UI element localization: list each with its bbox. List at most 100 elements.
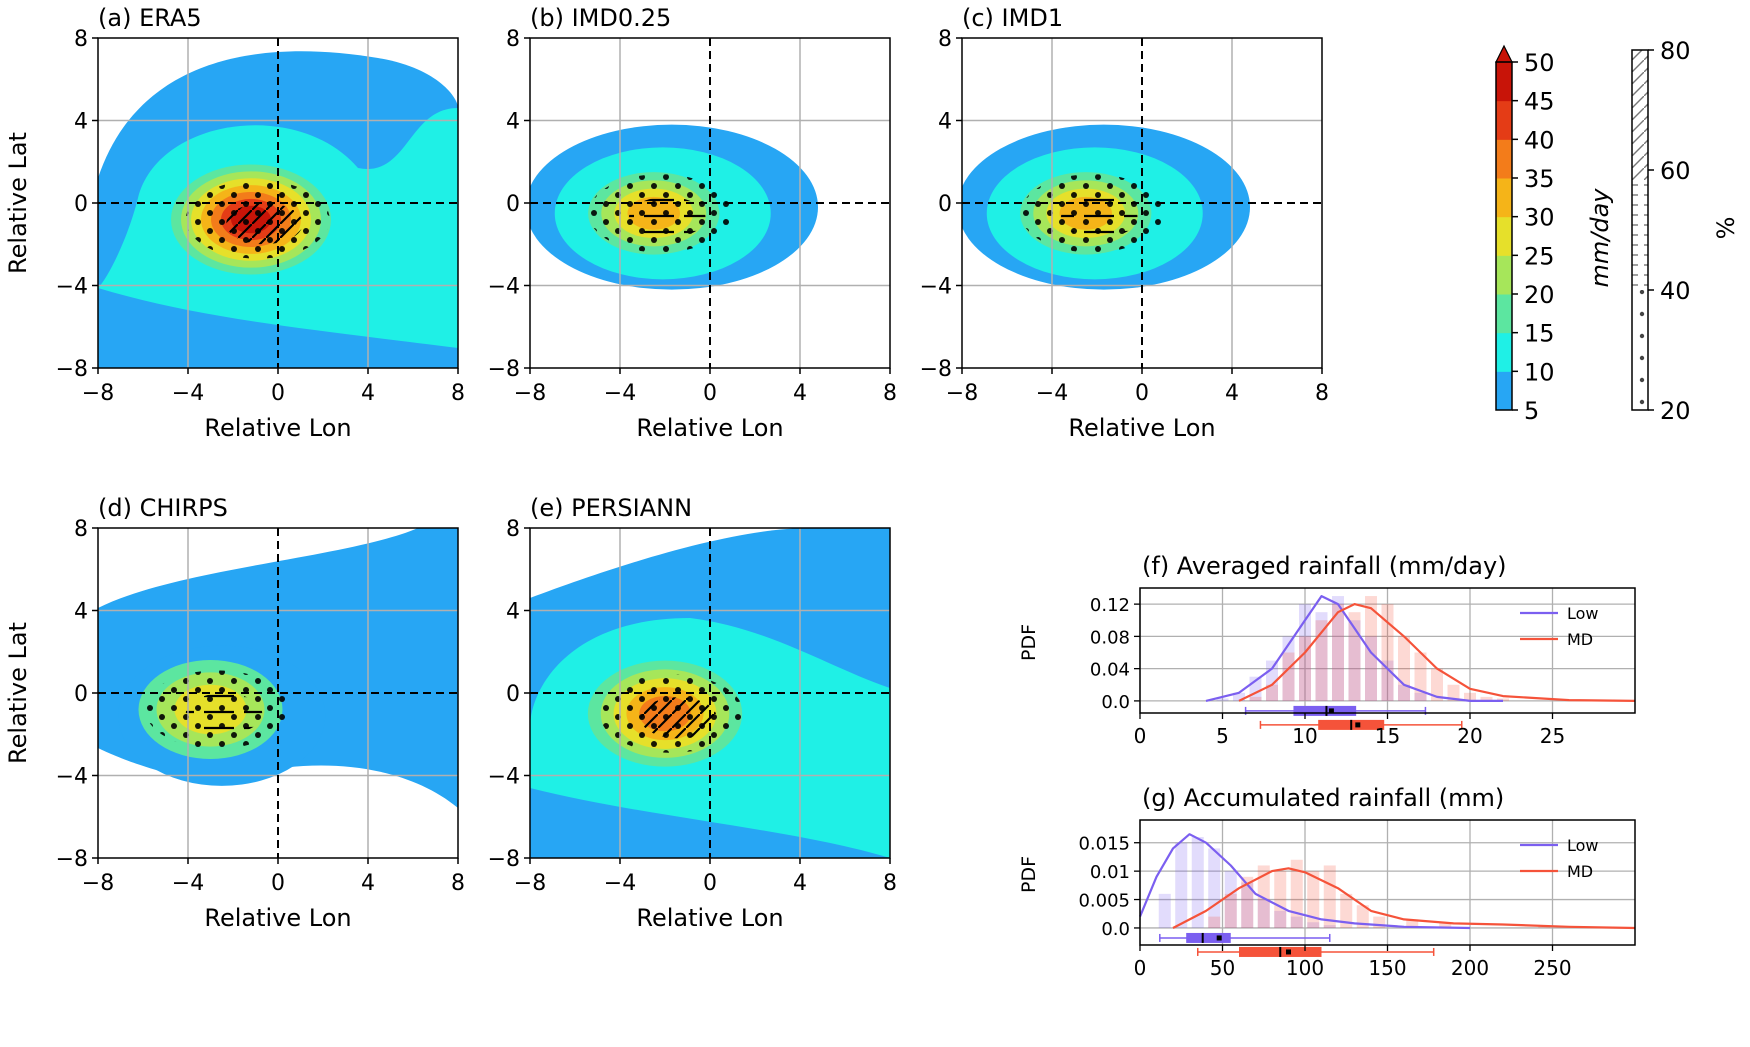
histogram-bar xyxy=(1208,848,1221,928)
histogram-bar xyxy=(1233,692,1245,701)
x-tick-label: 0 xyxy=(703,871,717,896)
histogram-bar xyxy=(1398,636,1410,701)
y-tick-label: 4 xyxy=(506,110,520,135)
pdf-panel-g: 0 50 100 150 200 250 0.0 0.005 0.01 0.015 (g) Accu… xyxy=(1018,784,1636,980)
histogram-bar xyxy=(1158,893,1171,928)
x-tick-label: 0 xyxy=(703,381,717,406)
histogram-bar xyxy=(1249,696,1262,701)
histogram-bar xyxy=(1348,612,1361,701)
x-tick-label: 150 xyxy=(1368,956,1406,980)
x-tick-label: 15 xyxy=(1375,724,1400,748)
histogram-bar xyxy=(1257,899,1270,928)
y-axis-label: Relative Lat xyxy=(4,622,32,764)
pdf-curve-low xyxy=(1138,833,1471,930)
y-tick-label: −8 xyxy=(488,847,520,872)
rain-colorbar-label: mm/day xyxy=(1586,188,1614,288)
x-tick-label: 4 xyxy=(793,871,807,896)
y-tick-label: 0 xyxy=(74,682,88,707)
y-tick-label: −4 xyxy=(488,275,520,300)
y-tick-label: −4 xyxy=(920,275,952,300)
histogram-bar xyxy=(1431,668,1443,701)
y-tick-label: 0 xyxy=(506,192,520,217)
x-tick-label: 4 xyxy=(361,871,375,896)
rain-colorbar-ticks: 5 10 15 20 25 30 35 40 45 50 xyxy=(1512,49,1555,425)
contour-panel-b: −8 −4 0 4 8 8 4 0 −4 −8 (b) IMD0.25 Relative Lon xyxy=(488,4,897,442)
y-tick-label: 4 xyxy=(506,600,520,625)
rain-colorbar-cell xyxy=(1496,178,1512,218)
histogram-bar xyxy=(1216,698,1229,701)
y-tick-label: 8 xyxy=(506,517,520,542)
x-tick-label: −4 xyxy=(1036,381,1068,406)
legend-label: Low xyxy=(1567,604,1599,623)
y-tick-label: −4 xyxy=(488,765,520,790)
histogram-bar xyxy=(1307,922,1320,928)
histogram-bar xyxy=(1241,882,1254,928)
histogram-bar xyxy=(1381,604,1394,701)
rain-colorbar-tick-label: 30 xyxy=(1524,204,1555,232)
y-tick-label: −4 xyxy=(56,275,88,300)
histogram-bar xyxy=(1439,922,1452,928)
histogram-bar xyxy=(1332,596,1344,701)
x-tick-label: 250 xyxy=(1533,956,1571,980)
panel-title: (f) Averaged rainfall (mm/day) xyxy=(1142,552,1507,580)
contour-panel-a: −8 −4 0 4 8 8 4 0 −4 −8 (a) ERA5 Relative Lon Relati… xyxy=(4,4,465,442)
significance-hatch xyxy=(640,697,717,739)
x-tick-label: −4 xyxy=(604,381,636,406)
y-axis-label: PDF xyxy=(1018,624,1040,661)
rain-colorbar-tick-label: 20 xyxy=(1524,281,1555,309)
y-tick-label: 0.0 xyxy=(1101,919,1130,940)
rain-field-c xyxy=(962,124,1250,290)
box-mean xyxy=(1286,949,1291,955)
y-tick-label: 8 xyxy=(74,517,88,542)
x-tick-label: 4 xyxy=(1225,381,1239,406)
box-iqr xyxy=(1186,932,1231,943)
histogram-bar xyxy=(1307,871,1320,928)
x-tick-label: 10 xyxy=(1292,724,1317,748)
rain-colorbar-tick-label: 35 xyxy=(1524,165,1555,193)
rain-colorbar-cell xyxy=(1496,332,1512,372)
histogram-bar xyxy=(1224,871,1237,928)
histogram-bar xyxy=(1315,620,1328,701)
y-tick-label: 0 xyxy=(506,682,520,707)
legend-label: MD xyxy=(1567,630,1593,649)
x-tick-label: 0 xyxy=(271,381,285,406)
histogram-bar xyxy=(1323,925,1336,928)
pdf-panel-f: 0 5 10 15 20 25 0.0 0.04 0.08 0.12 (f) Averaged ra… xyxy=(1018,552,1636,748)
histogram-bar xyxy=(1348,620,1361,701)
histogram-bar xyxy=(1208,916,1221,928)
panel-title: (g) Accumulated rainfall (mm) xyxy=(1142,784,1504,812)
legend-label: MD xyxy=(1567,862,1593,881)
pct-colorbar-frame xyxy=(1631,49,1649,411)
x-tick-label: 20 xyxy=(1457,724,1482,748)
significance-hatch xyxy=(185,693,263,735)
histogram-bar xyxy=(1266,684,1278,701)
histogram-bar xyxy=(1340,893,1353,928)
histogram-bar xyxy=(1257,865,1270,928)
y-tick-label: 4 xyxy=(74,600,88,625)
x-tick-label: 100 xyxy=(1286,956,1324,980)
x-tick-label: −8 xyxy=(946,381,978,406)
rain-colorbar-cell xyxy=(1496,216,1512,256)
rain-colorbar-cell xyxy=(1496,62,1512,102)
rain-colorbar-extend-arrow xyxy=(1495,44,1513,63)
histogram-bar xyxy=(1299,636,1311,701)
pdf-curve-low xyxy=(1205,595,1503,702)
y-tick-label: 0 xyxy=(74,192,88,217)
rain-colorbar-cell xyxy=(1496,139,1512,179)
y-axis-label: Relative Lat xyxy=(4,132,32,274)
pct-colorbar-ticks: 20 40 60 80 xyxy=(1648,37,1691,425)
significance-hatch xyxy=(629,196,706,239)
rain-colorbar-tick-label: 40 xyxy=(1524,126,1555,154)
panel-title: (b) IMD0.25 xyxy=(530,4,671,32)
pct-colorbar-label: % xyxy=(1712,217,1740,240)
y-tick-label: 0.0 xyxy=(1101,692,1130,713)
y-tick-label: 0 xyxy=(938,192,952,217)
x-tick-label: −8 xyxy=(82,871,114,896)
x-tick-label: 8 xyxy=(883,871,897,896)
panel-title: (c) IMD1 xyxy=(962,4,1063,32)
pct-colorbar-hatch-slash xyxy=(1632,50,1648,180)
pdf-panels: 0 5 10 15 20 25 0.0 0.04 0.08 0.12 (f) Averaged ra… xyxy=(1018,552,1636,980)
x-tick-label: −4 xyxy=(172,871,204,896)
histogram-bar xyxy=(1497,698,1509,701)
